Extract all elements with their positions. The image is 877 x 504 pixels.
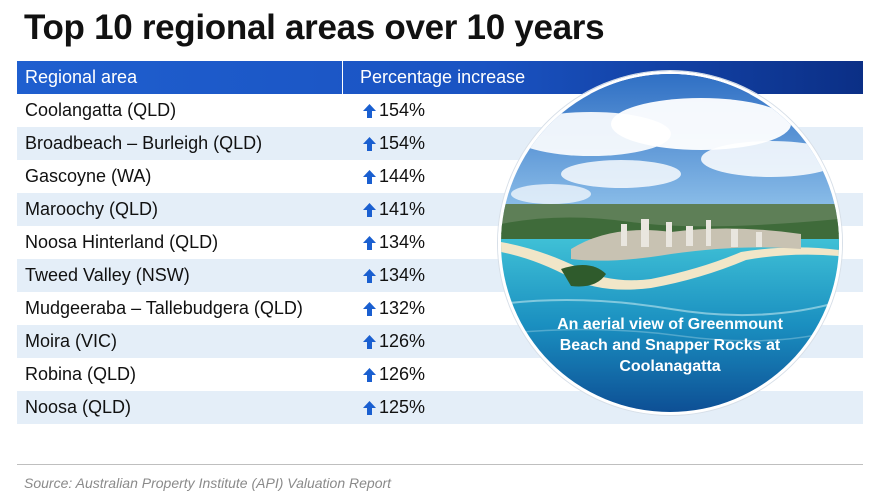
footer-divider (17, 464, 863, 465)
area-cell: Moira (VIC) (25, 331, 118, 351)
area-cell: Noosa (QLD) (25, 397, 132, 417)
table-row: Coolangatta (QLD) 154% (17, 94, 863, 127)
increase-value: 154% (379, 100, 426, 120)
area-cell: Broadbeach – Burleigh (QLD) (25, 133, 263, 153)
increase-cell: 141% (343, 199, 425, 220)
increase-cell: 125% (343, 397, 425, 418)
column-header-increase: Percentage increase (360, 67, 526, 87)
increase-cell: 132% (343, 298, 425, 319)
increase-cell: 134% (343, 232, 425, 253)
area-cell: Coolangatta (QLD) (25, 100, 177, 120)
photo-caption-line-2: Beach and Snapper Rocks at (559, 337, 781, 354)
up-arrow-icon (363, 268, 376, 283)
area-cell: Maroochy (QLD) (25, 199, 159, 219)
increase-cell: 126% (343, 364, 425, 385)
photo-caption: An aerial view of Greenmount Beach and S… (501, 314, 839, 377)
area-cell: Gascoyne (WA) (25, 166, 152, 186)
increase-cell: 154% (343, 100, 425, 121)
increase-value: 125% (379, 397, 426, 417)
up-arrow-icon (363, 169, 376, 184)
increase-value: 126% (379, 364, 426, 384)
table-row: Noosa Hinterland (QLD) 134% (17, 226, 863, 259)
table-row: Robina (QLD) 126% (17, 358, 863, 391)
increase-cell: 144% (343, 166, 425, 187)
photo-caption-line-1: An aerial view of Greenmount (557, 316, 783, 333)
photo-caption-line-3: Coolanagatta (619, 358, 721, 375)
table-row: Gascoyne (WA) 144% (17, 160, 863, 193)
increase-value: 134% (379, 265, 426, 285)
up-arrow-icon (363, 400, 376, 415)
increase-value: 154% (379, 133, 426, 153)
increase-value: 144% (379, 166, 426, 186)
area-cell: Noosa Hinterland (QLD) (25, 232, 219, 252)
up-arrow-icon (363, 235, 376, 250)
column-header-area: Regional area (17, 61, 343, 94)
table-header: Regional area Percentage increase (17, 61, 863, 94)
up-arrow-icon (363, 202, 376, 217)
area-cell: Mudgeeraba – Tallebudgera (QLD) (25, 298, 303, 318)
table-row: Mudgeeraba – Tallebudgera (QLD) 132% (17, 292, 863, 325)
increase-value: 126% (379, 331, 426, 351)
up-arrow-icon (363, 367, 376, 382)
area-cell: Robina (QLD) (25, 364, 137, 384)
up-arrow-icon (363, 136, 376, 151)
increase-cell: 126% (343, 331, 425, 352)
increase-cell: 134% (343, 265, 425, 286)
increase-value: 132% (379, 298, 426, 318)
increase-value: 141% (379, 199, 426, 219)
up-arrow-icon (363, 301, 376, 316)
increase-cell: 154% (343, 133, 425, 154)
area-cell: Tweed Valley (NSW) (25, 265, 190, 285)
increase-value: 134% (379, 232, 426, 252)
aerial-photo: An aerial view of Greenmount Beach and S… (498, 71, 842, 415)
up-arrow-icon (363, 334, 376, 349)
up-arrow-icon (363, 103, 376, 118)
page-title: Top 10 regional areas over 10 years (24, 8, 605, 47)
source-note: Source: Australian Property Institute (A… (24, 475, 392, 491)
